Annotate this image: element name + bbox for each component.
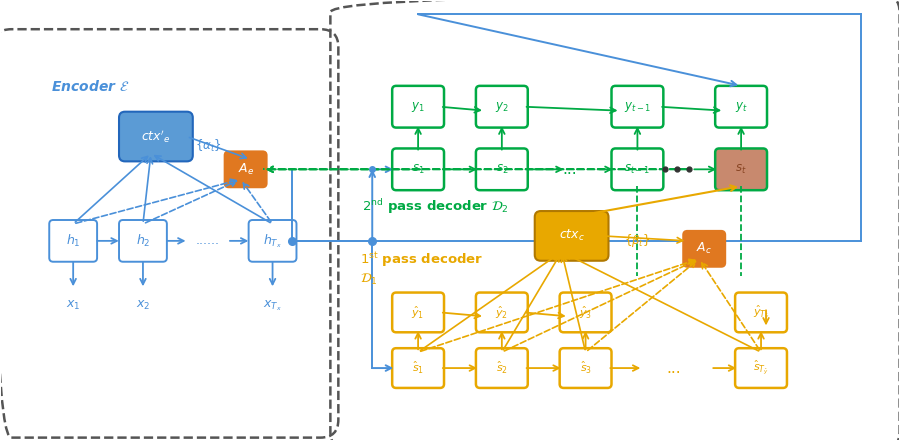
Text: $s_t$: $s_t$ xyxy=(735,163,747,176)
FancyBboxPatch shape xyxy=(560,348,611,388)
Text: $\hat{y}_2$: $\hat{y}_2$ xyxy=(495,304,508,321)
Text: $s_2$: $s_2$ xyxy=(496,163,508,176)
Text: $\hat{y}_3$: $\hat{y}_3$ xyxy=(579,304,592,321)
FancyBboxPatch shape xyxy=(225,151,266,187)
FancyBboxPatch shape xyxy=(683,231,725,267)
Text: $2^{\rm nd}$ pass decoder $\mathcal{D}_2$: $2^{\rm nd}$ pass decoder $\mathcal{D}_2… xyxy=(363,197,509,216)
FancyBboxPatch shape xyxy=(535,211,608,261)
Text: $x_2$: $x_2$ xyxy=(136,299,150,312)
Text: $\hat{s}_{T_{\hat{y}}}$: $\hat{s}_{T_{\hat{y}}}$ xyxy=(753,359,769,377)
Text: $y_2$: $y_2$ xyxy=(495,100,508,114)
Text: $h_2$: $h_2$ xyxy=(136,233,150,249)
Text: $\hat{s}_1$: $\hat{s}_1$ xyxy=(412,360,424,376)
FancyBboxPatch shape xyxy=(50,220,97,262)
FancyBboxPatch shape xyxy=(392,86,444,127)
Text: $s_1$: $s_1$ xyxy=(412,163,425,176)
Text: $ctx'_e$: $ctx'_e$ xyxy=(141,128,171,145)
Text: ......: ...... xyxy=(196,234,220,247)
FancyBboxPatch shape xyxy=(735,348,787,388)
FancyBboxPatch shape xyxy=(611,86,663,127)
FancyBboxPatch shape xyxy=(560,292,611,332)
FancyBboxPatch shape xyxy=(476,348,527,388)
Text: $y_1$: $y_1$ xyxy=(411,100,425,114)
FancyBboxPatch shape xyxy=(735,292,787,332)
FancyBboxPatch shape xyxy=(119,112,193,161)
Text: $y_{t-1}$: $y_{t-1}$ xyxy=(624,100,651,114)
FancyBboxPatch shape xyxy=(716,149,767,190)
Text: $x_1$: $x_1$ xyxy=(66,299,80,312)
Text: $\{\alpha_t\}$: $\{\alpha_t\}$ xyxy=(195,138,222,153)
Text: $\hat{y}_1$: $\hat{y}_1$ xyxy=(411,304,425,321)
Text: $h_1$: $h_1$ xyxy=(66,233,80,249)
Text: $\hat{s}_2$: $\hat{s}_2$ xyxy=(496,360,508,376)
Text: $y_t$: $y_t$ xyxy=(734,100,748,114)
FancyBboxPatch shape xyxy=(476,86,527,127)
FancyBboxPatch shape xyxy=(248,220,296,262)
Text: $h_{T_x}$: $h_{T_x}$ xyxy=(263,232,282,250)
FancyBboxPatch shape xyxy=(476,292,527,332)
Text: $A_e$: $A_e$ xyxy=(238,162,254,177)
Text: ...: ... xyxy=(666,361,680,376)
FancyBboxPatch shape xyxy=(392,149,444,190)
FancyBboxPatch shape xyxy=(716,86,767,127)
Text: $\{\beta_t\}$: $\{\beta_t\}$ xyxy=(624,232,651,249)
Text: $s_{t-1}$: $s_{t-1}$ xyxy=(625,163,651,176)
Text: Encoder $\mathcal{E}$: Encoder $\mathcal{E}$ xyxy=(51,79,130,94)
Text: $A_c$: $A_c$ xyxy=(697,241,712,256)
FancyBboxPatch shape xyxy=(392,348,444,388)
FancyBboxPatch shape xyxy=(476,149,527,190)
Text: $1^{\rm st}$ pass decoder
$\mathcal{D}_1$: $1^{\rm st}$ pass decoder $\mathcal{D}_1… xyxy=(360,251,483,287)
FancyBboxPatch shape xyxy=(611,149,663,190)
Text: $x_{T_x}$: $x_{T_x}$ xyxy=(263,298,282,313)
FancyBboxPatch shape xyxy=(119,220,166,262)
Text: $\hat{y}_{T_{\hat{y}}}$: $\hat{y}_{T_{\hat{y}}}$ xyxy=(752,303,770,321)
Text: $\hat{s}_3$: $\hat{s}_3$ xyxy=(580,360,591,376)
Text: ...: ... xyxy=(562,162,577,177)
Text: $ctx_c$: $ctx_c$ xyxy=(559,228,585,243)
FancyBboxPatch shape xyxy=(392,292,444,332)
